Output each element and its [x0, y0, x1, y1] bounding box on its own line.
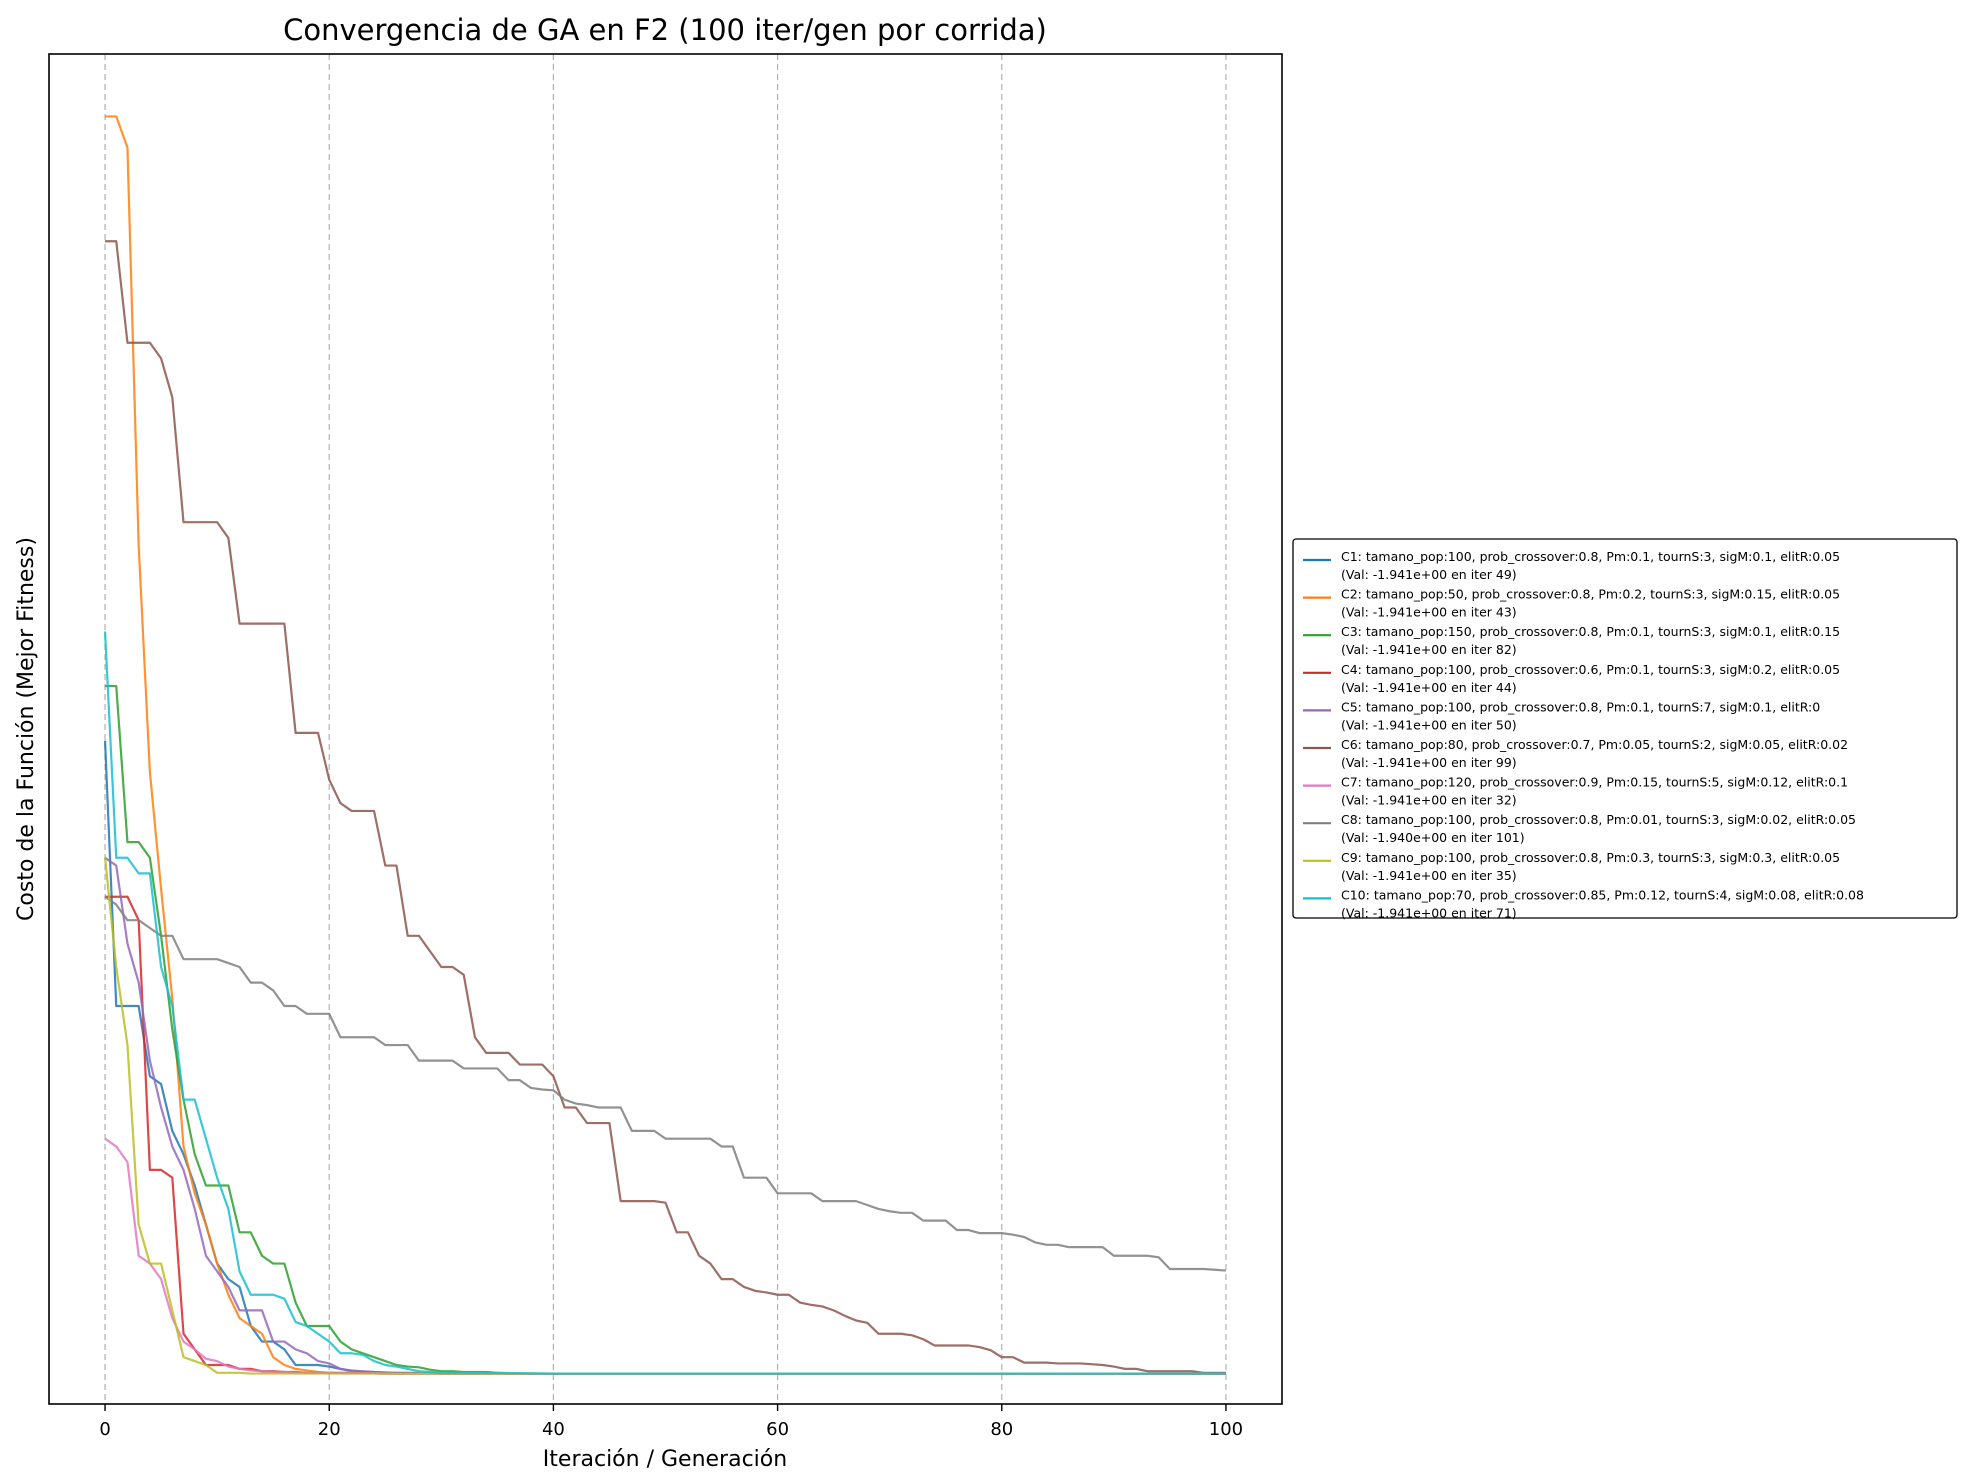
x-tick-label: 60 [766, 1419, 789, 1440]
x-axis-label: Iteración / Generación [543, 1447, 787, 1472]
legend-label: C8: tamano_pop:100, prob_crossover:0.8, … [1341, 812, 1856, 827]
legend-note: (Val: -1.941e+00 en iter 35) [1341, 868, 1517, 883]
legend-note: (Val: -1.941e+00 en iter 99) [1341, 755, 1517, 770]
legend-note: (Val: -1.941e+00 en iter 32) [1341, 793, 1517, 808]
legend-item-c10: C10: tamano_pop:70, prob_crossover:0.85,… [1303, 887, 1864, 920]
legend-note: (Val: -1.940e+00 en iter 101) [1341, 830, 1525, 845]
legend-item-c7: C7: tamano_pop:120, prob_crossover:0.9, … [1303, 775, 1848, 808]
legend-item-c8: C8: tamano_pop:100, prob_crossover:0.8, … [1303, 812, 1856, 845]
legend-note: (Val: -1.941e+00 en iter 82) [1341, 642, 1517, 657]
legend-item-c5: C5: tamano_pop:100, prob_crossover:0.8, … [1303, 699, 1820, 732]
plot-frame [48, 53, 1283, 1405]
series-line-c6 [105, 240, 1226, 1374]
legend-note: (Val: -1.941e+00 en iter 71) [1341, 905, 1517, 920]
x-tick-label: 40 [542, 1419, 565, 1440]
x-tick-label: 0 [99, 1419, 110, 1440]
x-tick-label: 80 [990, 1419, 1013, 1440]
x-tick-label: 100 [1209, 1419, 1243, 1440]
legend-label: C5: tamano_pop:100, prob_crossover:0.8, … [1341, 699, 1820, 714]
chart-title: Convergencia de GA en F2 (100 iter/gen p… [283, 13, 1047, 47]
legend-label: C10: tamano_pop:70, prob_crossover:0.85,… [1341, 887, 1864, 902]
y-axis-label: Costo de la Función (Mejor Fitness) [14, 537, 39, 921]
legend-item-c4: C4: tamano_pop:100, prob_crossover:0.6, … [1303, 662, 1840, 695]
x-axis: 0 20 40 60 80 100 [99, 1404, 1243, 1440]
x-tick-label: 20 [318, 1419, 341, 1440]
plot-area [103, 115, 1227, 1375]
legend-label: C6: tamano_pop:80, prob_crossover:0.7, P… [1341, 737, 1848, 752]
legend-box [1292, 538, 1958, 919]
legend-label: C4: tamano_pop:100, prob_crossover:0.6, … [1341, 662, 1840, 677]
legend-note: (Val: -1.941e+00 en iter 44) [1341, 680, 1517, 695]
legend-item-c6: C6: tamano_pop:80, prob_crossover:0.7, P… [1303, 737, 1848, 770]
legend-note: (Val: -1.941e+00 en iter 43) [1341, 605, 1517, 620]
legend-label: C1: tamano_pop:100, prob_crossover:0.8, … [1341, 549, 1840, 564]
legend-label: C3: tamano_pop:150, prob_crossover:0.8, … [1341, 624, 1840, 639]
legend-item-c3: C3: tamano_pop:150, prob_crossover:0.8, … [1303, 624, 1840, 657]
legend-note: (Val: -1.941e+00 en iter 49) [1341, 567, 1517, 582]
legend-label: C2: tamano_pop:50, prob_crossover:0.8, P… [1341, 587, 1840, 602]
series-line-c8 [104, 895, 1227, 1272]
legend-item-c1: C1: tamano_pop:100, prob_crossover:0.8, … [1303, 549, 1840, 582]
series-line-c10 [103, 631, 1226, 1375]
legend-label: C9: tamano_pop:100, prob_crossover:0.8, … [1341, 850, 1840, 865]
legend-label: C7: tamano_pop:120, prob_crossover:0.9, … [1341, 775, 1848, 790]
legend-item-c2: C2: tamano_pop:50, prob_crossover:0.8, P… [1303, 587, 1840, 620]
legend: C1: tamano_pop:100, prob_crossover:0.8, … [1292, 538, 1958, 920]
legend-note: (Val: -1.941e+00 en iter 50) [1341, 717, 1517, 732]
grid [104, 54, 1227, 1404]
legend-item-c9: C9: tamano_pop:100, prob_crossover:0.8, … [1303, 850, 1840, 883]
